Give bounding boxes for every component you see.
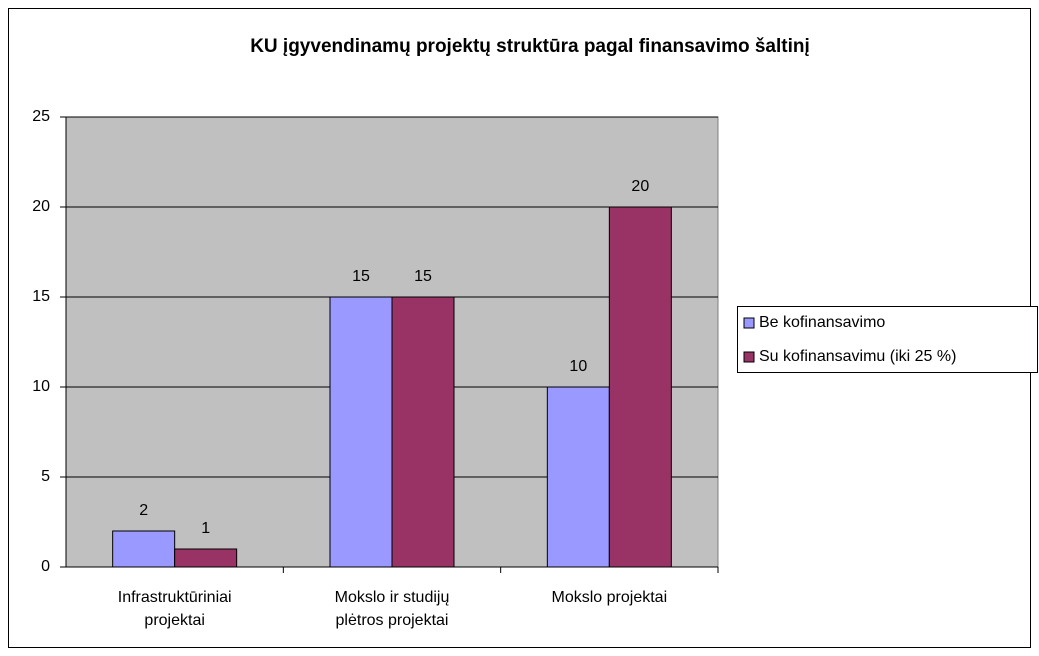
y-tick-label: 15 <box>32 288 50 305</box>
bar <box>608 206 672 568</box>
data-label: 15 <box>352 268 370 285</box>
legend-swatch <box>743 317 755 329</box>
x-tick-label: plėtros projektai <box>336 612 449 629</box>
bar <box>174 548 238 568</box>
data-label: 10 <box>569 358 587 375</box>
data-label: 2 <box>139 502 148 519</box>
bar <box>391 296 455 568</box>
legend-box <box>737 306 1038 373</box>
y-tick-label: 0 <box>41 558 50 575</box>
data-label: 15 <box>414 268 432 285</box>
data-label: 20 <box>631 178 649 195</box>
chart-title: KU įgyvendinamų projektų struktūra pagal… <box>250 36 810 57</box>
x-tick-label: Mokslo ir studijų <box>335 589 450 606</box>
legend-label: Be kofinansavimo <box>759 314 885 331</box>
legend-swatch <box>743 351 755 363</box>
x-tick-label: projektai <box>144 612 204 629</box>
y-tick-label: 5 <box>41 468 50 485</box>
bar <box>329 296 393 568</box>
y-tick-label: 25 <box>32 108 50 125</box>
x-tick-label: Infrastruktūriniai <box>118 589 232 606</box>
data-label: 1 <box>201 520 210 537</box>
legend-label: Su kofinansavimu (iki 25 %) <box>759 348 956 365</box>
y-tick-label: 20 <box>32 198 50 215</box>
bar <box>546 386 610 568</box>
bar <box>112 530 176 568</box>
y-tick-label: 10 <box>32 378 50 395</box>
x-tick-label: Mokslo projektai <box>552 589 668 606</box>
